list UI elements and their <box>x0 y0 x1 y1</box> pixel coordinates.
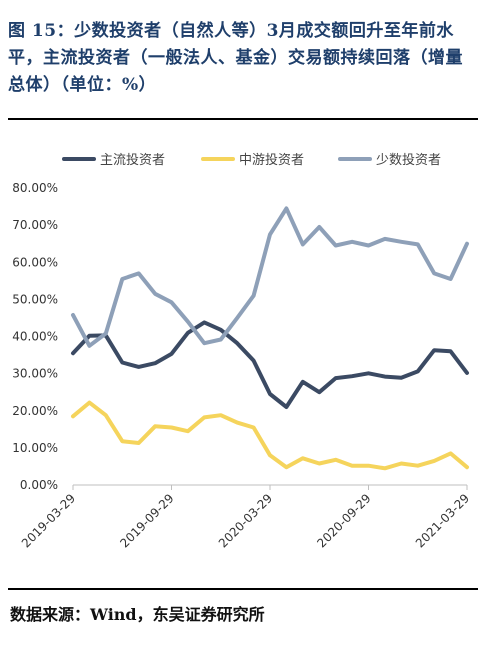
source-note: 数据来源：Wind，东吴证券研究所 <box>10 605 265 624</box>
y-tick-label: 20.00% <box>12 404 58 418</box>
legend-label: 中游投资者 <box>239 152 304 168</box>
series-line-0 <box>71 320 469 409</box>
legend-label: 少数投资者 <box>376 152 441 168</box>
x-axis: 2019-03-29 2019-09-29 2020-03-29 2020-09-29… <box>19 484 472 550</box>
x-tick-label: 2021-03-29 <box>413 491 472 550</box>
x-tick-label: 2020-09-29 <box>314 491 373 550</box>
x-tick-label: 2019-09-29 <box>117 491 176 550</box>
y-tick-label: 10.00% <box>12 441 58 455</box>
series-lines <box>71 206 469 471</box>
bottom-rule <box>8 588 478 590</box>
y-tick-label: 80.00% <box>12 181 58 195</box>
y-axis: 0.00% 10.00% 20.00% 30.00% 40.00% 50.00% 60.00… <box>12 181 58 492</box>
series-line-1 <box>71 400 469 471</box>
x-tick-label: 2019-03-29 <box>19 491 78 550</box>
y-tick-label: 30.00% <box>12 367 58 381</box>
y-tick-label: 40.00% <box>12 330 58 344</box>
top-rule <box>8 118 478 120</box>
y-tick-label: 60.00% <box>12 255 58 269</box>
series-line-2 <box>71 206 469 348</box>
x-tick-label: 2020-03-29 <box>216 491 275 550</box>
line-chart: 主流投资者 中游投资者 少数投资者 0.00% 10.00% 20.00% 30.00% 4… <box>12 152 472 550</box>
y-tick-label: 50.00% <box>12 292 58 306</box>
y-tick-label: 0.00% <box>20 478 58 492</box>
legend-label: 主流投资者 <box>100 152 165 168</box>
y-tick-label: 70.00% <box>12 218 58 232</box>
chart-title: 图 15：少数投资者（自然人等）3月成交额回升至年前水平，主流投资者（一般法人、… <box>8 21 463 95</box>
legend: 主流投资者 中游投资者 少数投资者 <box>62 152 441 168</box>
